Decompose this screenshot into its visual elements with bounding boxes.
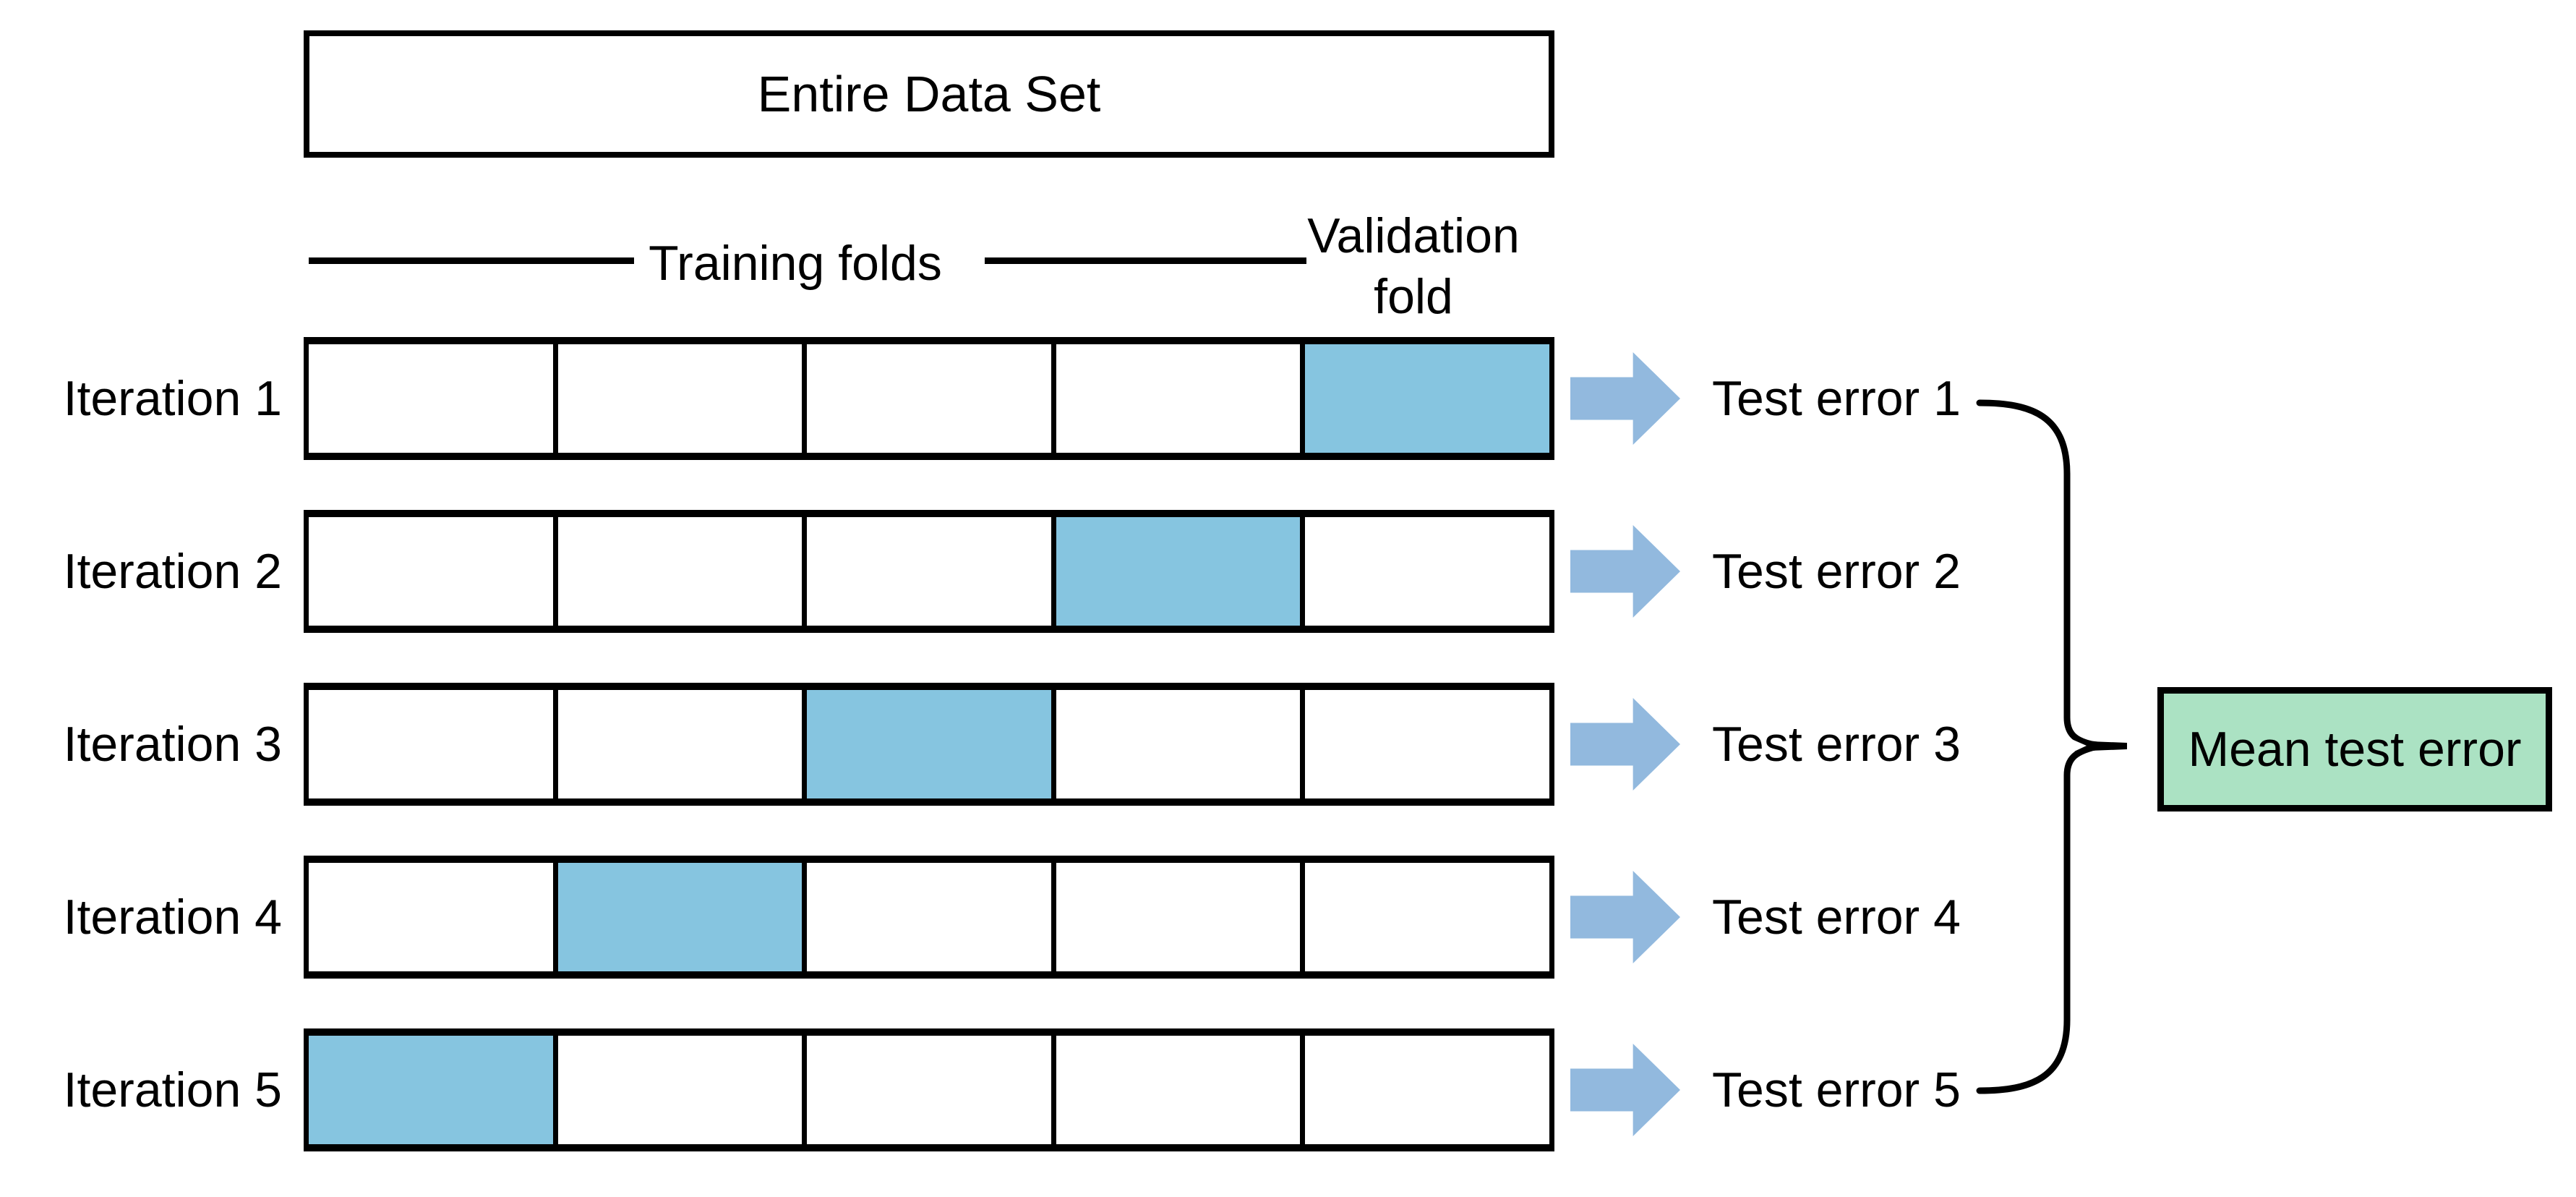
iteration-label-1: Iteration 1 [63, 371, 282, 426]
training-fold-cell [1305, 517, 1549, 626]
fold-row-5 [304, 1028, 1554, 1151]
training-fold-cell [557, 690, 808, 798]
validation-fold-cell [1305, 344, 1549, 453]
training-fold-cell [557, 517, 808, 626]
validation-fold-cell [1056, 517, 1306, 626]
training-fold-cell [1305, 690, 1549, 798]
validation-fold-cell [309, 1036, 558, 1144]
right-arrow-icon [1570, 525, 1680, 618]
right-arrow-icon [1570, 1044, 1680, 1136]
fold-row-1 [304, 337, 1554, 460]
training-fold-cell [1305, 863, 1549, 971]
right-arrow-icon [1570, 698, 1680, 791]
test-error-label-3: Test error 3 [1712, 717, 1961, 772]
right-arrow-icon [1570, 871, 1680, 963]
training-fold-cell [1056, 1036, 1306, 1144]
iteration-label-5: Iteration 5 [63, 1062, 282, 1117]
training-fold-cell [309, 690, 558, 798]
mean-test-error-label: Mean test error [2188, 722, 2522, 777]
training-fold-cell [807, 863, 1056, 971]
training-fold-cell [807, 344, 1056, 453]
training-fold-cell [309, 344, 558, 453]
iteration-label-3: Iteration 3 [63, 717, 282, 772]
training-fold-cell [557, 1036, 808, 1144]
validation-fold-label-line1: Validation [1307, 208, 1520, 263]
validation-fold-cell [557, 863, 808, 971]
training-fold-cell [807, 517, 1056, 626]
training-folds-right-line [985, 257, 1306, 264]
entire-data-set-box: Entire Data Set [304, 30, 1554, 158]
training-fold-cell [1056, 690, 1306, 798]
training-fold-cell [557, 344, 808, 453]
training-folds-left-line [309, 257, 634, 264]
training-fold-cell [309, 517, 558, 626]
iteration-label-4: Iteration 4 [63, 890, 282, 945]
training-fold-cell [1056, 863, 1306, 971]
validation-fold-label-line2: fold [1374, 269, 1453, 324]
training-fold-cell [1056, 344, 1306, 453]
fold-row-2 [304, 510, 1554, 633]
right-arrow-icon [1570, 352, 1680, 445]
brace-pointer-tick [2072, 741, 2127, 751]
training-fold-cell [309, 863, 558, 971]
brace-path [1976, 399, 2103, 1094]
fold-row-3 [304, 683, 1554, 806]
test-error-label-4: Test error 4 [1712, 890, 1961, 945]
test-error-label-1: Test error 1 [1712, 371, 1961, 426]
training-fold-cell [1305, 1036, 1549, 1144]
training-fold-cell [807, 1036, 1056, 1144]
test-error-label-5: Test error 5 [1712, 1062, 1961, 1117]
mean-test-error-box: Mean test error [2157, 687, 2552, 812]
brace-pointer-notch [2063, 736, 2087, 757]
training-folds-label: Training folds [649, 236, 942, 291]
test-error-label-2: Test error 2 [1712, 544, 1961, 599]
fold-row-4 [304, 856, 1554, 979]
iteration-label-2: Iteration 2 [63, 544, 282, 599]
validation-fold-label: Validation fold [1280, 205, 1547, 327]
validation-fold-cell [807, 690, 1056, 798]
entire-data-set-label: Entire Data Set [757, 66, 1101, 122]
